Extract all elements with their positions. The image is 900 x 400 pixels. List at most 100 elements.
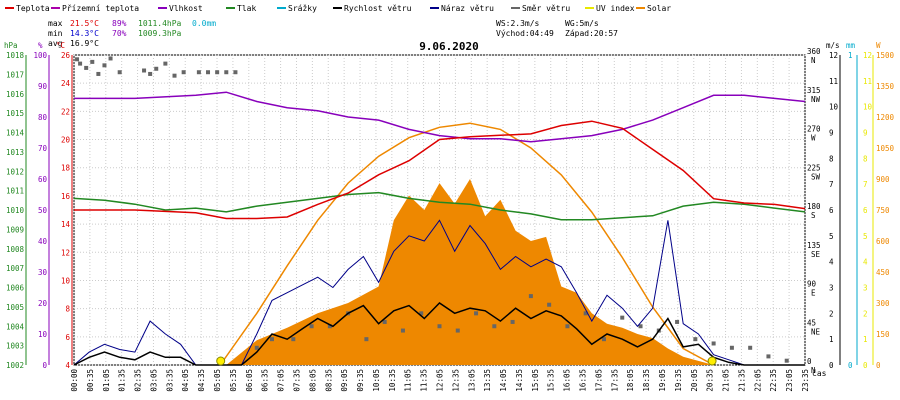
x-tick-15: 08:05	[308, 369, 317, 392]
legend-label-2: Vlhkost	[169, 4, 203, 13]
wind-dir-label-2: E	[811, 289, 816, 298]
temperature-tick-1: 6	[65, 333, 70, 342]
temperature-tick-0: 4	[65, 361, 70, 370]
wind-speed-tick-2: 2	[829, 309, 834, 318]
stats-avg-label: avg	[48, 39, 63, 48]
pressure-tick-7: 1009	[6, 225, 24, 234]
x-tick-3: 01:35	[118, 369, 127, 392]
humidity-tick-3: 30	[38, 268, 48, 277]
x-tick-8: 04:35	[197, 369, 206, 392]
wind-dir-tick-1: 45	[807, 318, 816, 327]
x-tick-29: 15:05	[531, 369, 540, 392]
wind-speed-tick-12: 12	[829, 51, 838, 60]
wind-dir-point	[364, 337, 369, 342]
temperature-tick-3: 10	[61, 276, 71, 285]
legend-label-7: Směr větru	[522, 4, 570, 13]
series-solar-area	[226, 179, 714, 365]
wind-speed-axis-title: m/s	[826, 41, 840, 50]
wind-speed-tick-11: 11	[829, 77, 838, 86]
legend-label-1: Přízemní teplota	[62, 4, 139, 13]
wind-dir-point	[400, 328, 405, 333]
wind-dir-point	[382, 319, 387, 324]
legend-label-5: Rychlost větru	[344, 4, 412, 13]
wind-dir-tick-5: 225	[807, 163, 821, 172]
x-tick-39: 20:05	[690, 369, 699, 392]
wind-dir-point	[583, 311, 588, 316]
x-tick-30: 15:35	[547, 369, 556, 392]
wind-dir-label-4: S	[811, 211, 816, 220]
legend-label-9: Solar	[647, 4, 671, 13]
wind-speed-tick-1: 1	[829, 335, 834, 344]
series-pressure-line	[73, 191, 806, 221]
wind-dir-point	[78, 61, 83, 66]
wind-dir-label-8: N	[811, 56, 816, 65]
solar-tick-0: 0	[876, 361, 881, 370]
wind-dir-point	[419, 311, 424, 316]
uv-tick-5: 5	[863, 232, 868, 241]
humidity-tick-6: 60	[38, 175, 48, 184]
temperature-tick-11: 26	[61, 51, 71, 60]
wind-dir-point	[528, 294, 533, 299]
x-tick-0: 00:00	[70, 369, 79, 392]
legend-swatch-3	[226, 7, 235, 9]
x-tick-18: 09:35	[356, 369, 365, 392]
legend-swatch-0	[5, 7, 14, 9]
x-tick-26: 13:35	[483, 369, 492, 392]
pressure-tick-6: 1008	[6, 245, 25, 254]
wind-dir-point	[181, 70, 186, 75]
x-tick-6: 03:35	[165, 369, 174, 392]
legend-swatch-2	[158, 7, 167, 9]
wind-dir-label-1: NE	[811, 327, 821, 336]
legend-label-4: Srážky	[288, 4, 317, 13]
wind-dir-point	[215, 70, 220, 75]
legend-swatch-7	[511, 7, 520, 9]
x-tick-1: 00:35	[86, 369, 95, 392]
solar-tick-4: 600	[876, 237, 890, 246]
uv-tick-6: 6	[863, 206, 868, 215]
humidity-tick-5: 50	[38, 206, 48, 215]
wind-speed-tick-5: 5	[829, 232, 834, 241]
wind-speed-tick-8: 8	[829, 154, 834, 163]
uv-tick-12: 12	[863, 51, 872, 60]
wind-dir-tick-0: 0	[807, 357, 812, 366]
x-tick-2: 01:05	[102, 369, 111, 392]
wind-dir-point	[675, 319, 680, 324]
wind-dir-point	[711, 341, 716, 346]
uv-tick-3: 3	[863, 284, 868, 293]
pressure-tick-13: 1015	[6, 109, 24, 118]
wind-dir-point	[784, 358, 789, 363]
legend-swatch-6	[430, 7, 439, 9]
stats-max-label: max	[48, 19, 63, 28]
wind-dir-point	[309, 324, 314, 329]
stats-min-hum: 70%	[112, 29, 127, 38]
x-tick-33: 17:05	[594, 369, 603, 392]
legend-label-0: Teplota	[16, 4, 50, 13]
humidity-tick-4: 40	[38, 237, 48, 246]
pressure-tick-12: 1014	[6, 129, 25, 138]
series-temperature-line	[74, 120, 806, 220]
uv-tick-1: 1	[863, 335, 868, 344]
wind-dir-point	[75, 57, 80, 62]
stats-avg-temp: 16.9°C	[70, 39, 99, 48]
x-tick-27: 14:05	[499, 369, 508, 392]
series-wind-speed-line	[73, 302, 805, 366]
stats-wg: WG:5m/s	[565, 19, 599, 28]
solar-tick-5: 750	[876, 206, 890, 215]
wind-speed-tick-6: 6	[829, 206, 834, 215]
wind-speed-tick-0: 0	[829, 361, 834, 370]
x-tick-4: 02:35	[134, 369, 143, 392]
pressure-tick-8: 1010	[6, 206, 25, 215]
x-tick-40: 20:35	[706, 369, 715, 392]
legend-label-3: Tlak	[237, 4, 256, 13]
x-tick-32: 16:35	[579, 369, 588, 392]
chart-title: 9.06.2020	[419, 40, 479, 53]
x-tick-43: 22:05	[753, 369, 762, 392]
series-humidity-line	[74, 91, 806, 143]
x-axis-label: čas	[812, 368, 827, 378]
wind-dir-point	[224, 70, 229, 75]
legend-label-6: Náraz větru	[441, 4, 494, 13]
wind-dir-label-7: NW	[811, 95, 821, 104]
wind-dir-point	[510, 319, 515, 324]
x-tick-36: 18:35	[642, 369, 651, 392]
x-tick-42: 21:35	[737, 369, 746, 392]
